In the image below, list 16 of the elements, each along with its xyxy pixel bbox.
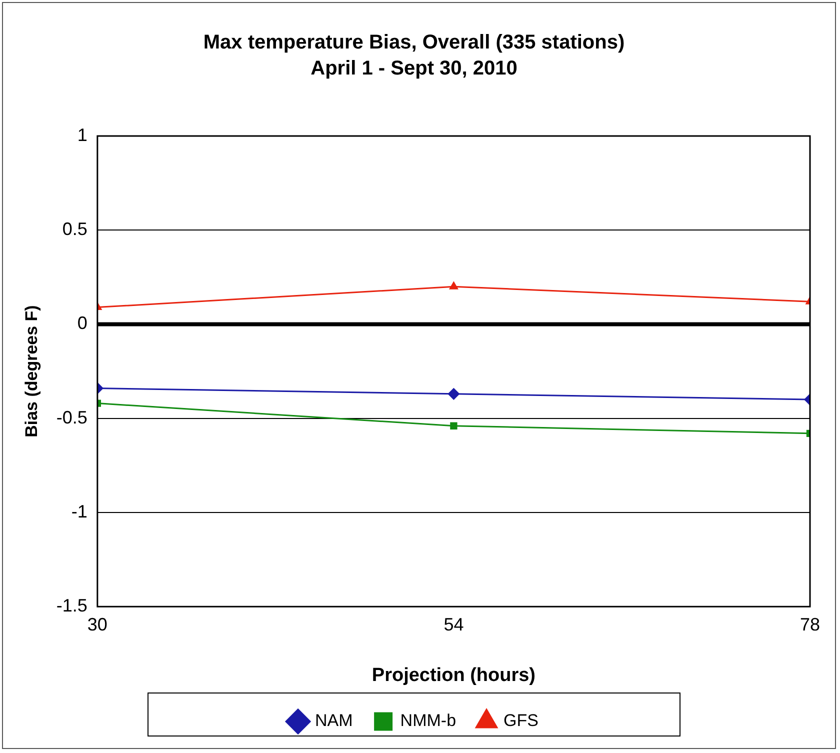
- legend-label: GFS: [504, 711, 538, 730]
- y-tick-label: 0: [77, 313, 88, 334]
- y-tick-label: -1: [71, 501, 88, 522]
- x-tick-label: 54: [444, 614, 464, 634]
- chart-title: Max temperature Bias, Overall (335 stations): [203, 32, 625, 54]
- y-tick-label: -1.5: [56, 596, 88, 616]
- y-tick-label: -0.5: [56, 407, 88, 428]
- legend-label: NAM: [315, 711, 353, 730]
- x-tick-label: 78: [800, 614, 820, 634]
- y-tick-label: 1: [77, 124, 88, 145]
- legend-label: NMM-b: [400, 711, 456, 730]
- chart-subtitle: April 1 - Sept 30, 2010: [310, 58, 518, 80]
- y-axis-title: Bias (degrees F): [22, 305, 41, 438]
- x-axis-title: Projection (hours): [372, 664, 536, 686]
- x-tick-label: 30: [87, 614, 108, 634]
- y-tick-label: 0.5: [62, 219, 88, 240]
